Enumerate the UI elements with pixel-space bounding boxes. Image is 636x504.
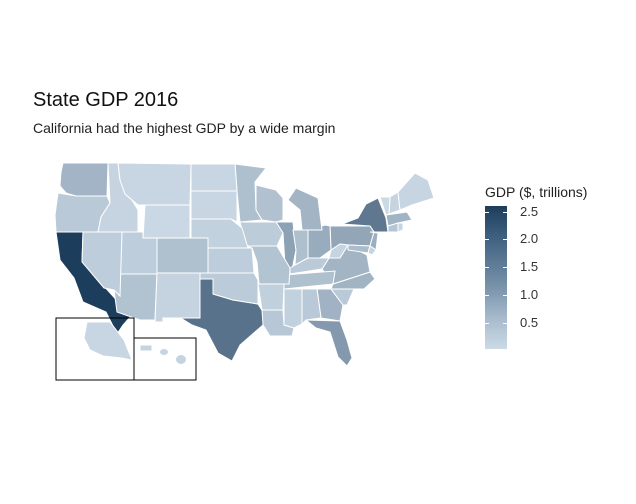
legend-tick-mark: [485, 211, 489, 213]
state-colorado: [156, 237, 209, 274]
state-north-dakota: [190, 163, 238, 192]
legend-tick-label: 2.0: [520, 231, 539, 247]
state-new-mexico: [154, 272, 201, 323]
legend-tick-mark: [503, 295, 507, 297]
hawaii-inset-frame: [133, 337, 197, 381]
chart-subtitle: California had the highest GDP by a wide…: [33, 120, 336, 136]
state-alabama: [301, 288, 322, 326]
state-delaware: [367, 245, 377, 256]
legend-tick-mark: [503, 211, 507, 213]
state-kansas: [207, 247, 255, 274]
state-wisconsin: [255, 184, 284, 223]
legend-tick-mark: [503, 322, 507, 324]
legend-tick-mark: [485, 295, 489, 297]
state-maine: [397, 172, 435, 211]
state-vermont: [379, 196, 391, 216]
legend-tick-mark: [485, 267, 489, 269]
legend-tick-label: 1.0: [520, 287, 539, 303]
state-kentucky: [289, 257, 330, 275]
state-hawaii-island-2: [176, 355, 186, 364]
legend-tick-mark: [503, 239, 507, 241]
chart-title: State GDP 2016: [33, 89, 179, 111]
state-montana: [117, 162, 192, 206]
state-oklahoma: [199, 272, 259, 305]
legend-tick-mark: [503, 267, 507, 269]
state-washington: [59, 162, 109, 197]
state-hawaii: [139, 344, 153, 352]
state-rhode-island: [397, 222, 404, 233]
state-alaska: [83, 321, 133, 361]
state-south-dakota: [190, 190, 238, 223]
state-florida: [304, 319, 353, 367]
state-south-carolina: [330, 288, 355, 306]
legend-tick-label: 0.5: [520, 314, 539, 330]
legend-tick-label: 1.5: [520, 259, 539, 275]
state-hawaii-island-1: [160, 349, 168, 355]
state-massachusetts: [385, 211, 413, 227]
legend-title: GDP ($, trillions): [485, 184, 588, 200]
state-louisiana: [261, 309, 295, 337]
legend-tick-mark: [485, 239, 489, 241]
state-west-virginia: [328, 243, 349, 259]
legend-colorbar: [485, 206, 507, 349]
state-nebraska: [190, 218, 249, 249]
state-arkansas: [257, 283, 285, 311]
legend-tick-mark: [485, 322, 489, 324]
legend-tick-label: 2.5: [520, 203, 539, 219]
state-mississippi: [283, 288, 303, 329]
state-wyoming: [142, 204, 191, 239]
